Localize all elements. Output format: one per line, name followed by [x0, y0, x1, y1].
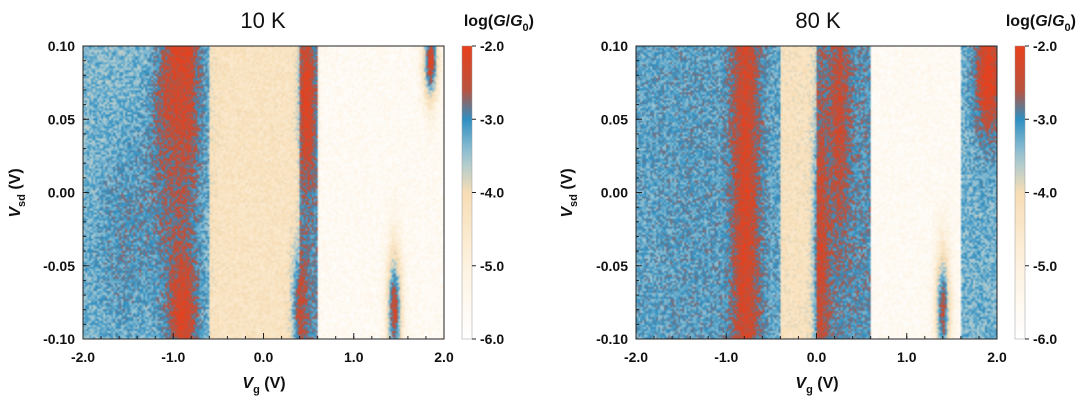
y-tick-label: 0.00 [601, 185, 628, 201]
y-axis-label: Vsd (V) [559, 168, 580, 217]
x-tick-label: 1.0 [897, 349, 917, 365]
x-tick-label: 2.0 [987, 349, 1007, 365]
colorbar-tick-label: -4.0 [1033, 185, 1057, 201]
colorbar-tick-label: -3.0 [1033, 111, 1057, 127]
colorbar-tick-label: -2.0 [1033, 38, 1057, 54]
panel-title: 80 K [795, 8, 841, 33]
colorbar [1015, 46, 1025, 339]
y-tick-label: -0.10 [596, 331, 628, 347]
heatmap-panel-80k: 80 K -2.0 -1.0 0.0 1.0 2.0 -0.10 -0.05 0.00 0.05… [0, 0, 1080, 403]
heatmap-image [636, 46, 997, 339]
x-tick-label: -2.0 [624, 349, 648, 365]
x-tick-label: -1.0 [714, 349, 738, 365]
colorbar-title: log(G/G0) [1006, 13, 1076, 34]
colorbar-tick-label: -5.0 [1033, 258, 1057, 274]
y-tick-label: -0.05 [596, 258, 628, 274]
y-tick-label: 0.10 [601, 38, 628, 54]
colorbar-ticks: -2.0 -3.0 -4.0 -5.0 -6.0 [1025, 38, 1057, 347]
x-tick-label: 0.0 [807, 349, 827, 365]
y-tick-label: 0.05 [601, 111, 628, 127]
x-axis-label: Vg (V) [795, 375, 838, 396]
colorbar-tick-label: -6.0 [1033, 331, 1057, 347]
